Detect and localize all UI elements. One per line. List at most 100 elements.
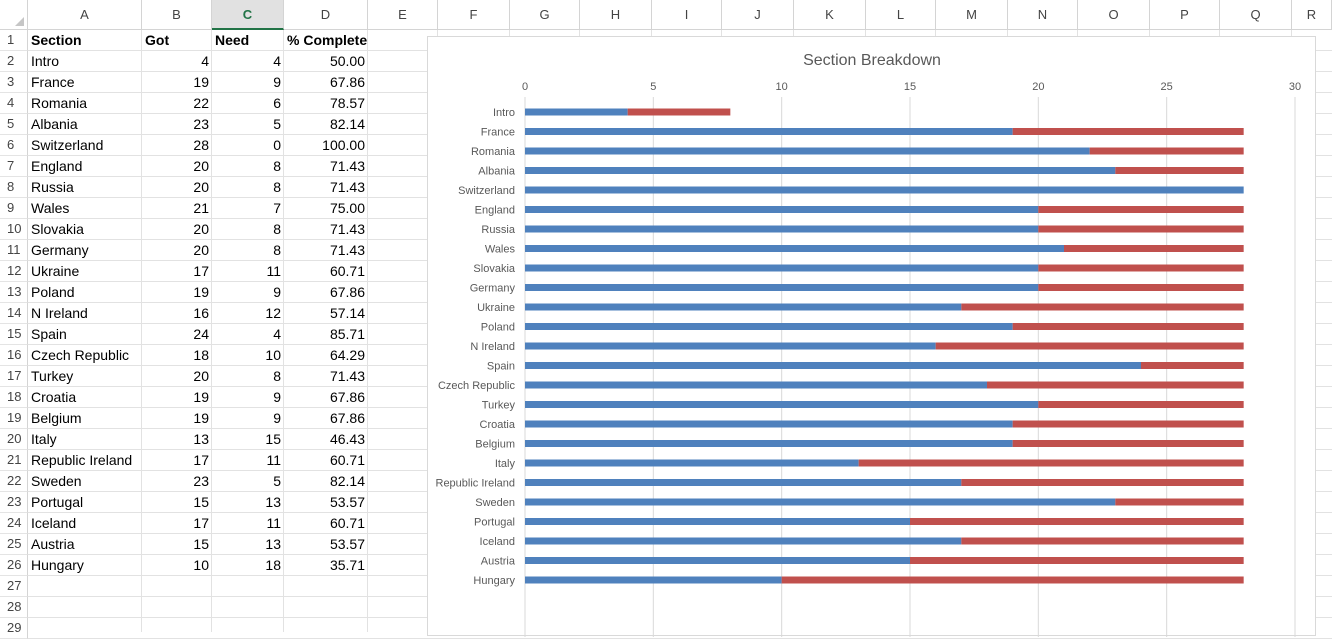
- bar-need[interactable]: [1012, 128, 1244, 135]
- cell-need[interactable]: 13: [265, 536, 281, 552]
- column-header-f[interactable]: F: [438, 0, 510, 30]
- bar-need[interactable]: [910, 518, 1244, 525]
- bar-need[interactable]: [961, 303, 1244, 311]
- bar-need[interactable]: [910, 557, 1244, 564]
- bar-need[interactable]: [1038, 264, 1244, 272]
- cell-section[interactable]: Italy: [31, 431, 57, 447]
- cell-got[interactable]: 28: [193, 137, 209, 153]
- cell-got[interactable]: 18: [193, 347, 209, 363]
- cell-need[interactable]: 11: [266, 263, 281, 279]
- bar-got[interactable]: [525, 440, 1013, 447]
- cell-section[interactable]: Switzerland: [31, 137, 104, 153]
- cell-complete[interactable]: 82.14: [329, 473, 365, 489]
- column-header-c[interactable]: C: [212, 0, 284, 30]
- cell-complete[interactable]: 78.57: [329, 95, 365, 111]
- cell-complete[interactable]: 60.71: [329, 515, 365, 531]
- cell-got[interactable]: 15: [193, 536, 209, 552]
- row-header-19[interactable]: 19: [0, 408, 28, 429]
- bar-got[interactable]: [525, 245, 1064, 252]
- cell-section[interactable]: Republic Ireland: [31, 452, 133, 468]
- cell-got[interactable]: 19: [193, 389, 209, 405]
- column-header-e[interactable]: E: [368, 0, 438, 30]
- column-header-h[interactable]: H: [580, 0, 652, 30]
- column-header-o[interactable]: O: [1078, 0, 1150, 30]
- column-header-l[interactable]: L: [866, 0, 936, 30]
- cell-section[interactable]: Intro: [31, 53, 60, 69]
- cell-got[interactable]: 21: [193, 200, 209, 216]
- column-header-n[interactable]: N: [1008, 0, 1078, 30]
- row-header-15[interactable]: 15: [0, 324, 28, 345]
- bar-need[interactable]: [858, 459, 1244, 467]
- cell-need[interactable]: 9: [273, 284, 281, 300]
- cell-got[interactable]: 20: [193, 368, 209, 384]
- bar-got[interactable]: [525, 557, 910, 564]
- cell-need[interactable]: 8: [273, 179, 281, 195]
- cell-need[interactable]: 8: [273, 158, 281, 174]
- cell-got[interactable]: 10: [193, 557, 209, 573]
- cell-got[interactable]: 24: [193, 326, 209, 342]
- header-need[interactable]: Need: [215, 32, 250, 48]
- bar-got[interactable]: [525, 303, 962, 311]
- cell-need[interactable]: 0: [273, 137, 281, 153]
- cell-need[interactable]: 11: [266, 452, 281, 468]
- column-header-i[interactable]: I: [652, 0, 722, 30]
- bar-need[interactable]: [1038, 206, 1244, 213]
- cell-complete[interactable]: 71.43: [329, 242, 365, 258]
- bar-got[interactable]: [525, 518, 910, 525]
- cell-need[interactable]: 5: [273, 473, 281, 489]
- column-header-m[interactable]: M: [936, 0, 1008, 30]
- cell-section[interactable]: Ukraine: [31, 263, 80, 279]
- bar-got[interactable]: [525, 420, 1013, 428]
- column-header-b[interactable]: B: [142, 0, 212, 30]
- bar-need[interactable]: [1012, 420, 1244, 428]
- cell-section[interactable]: Albania: [31, 116, 78, 132]
- cell-got[interactable]: 4: [201, 53, 209, 69]
- cell-section[interactable]: Slovakia: [31, 221, 84, 237]
- cell-section[interactable]: Austria: [31, 536, 75, 552]
- bar-got[interactable]: [525, 498, 1116, 506]
- column-header-d[interactable]: D: [284, 0, 368, 30]
- cell-complete[interactable]: 50.00: [329, 53, 365, 69]
- cell-section[interactable]: England: [31, 158, 83, 174]
- row-header-24[interactable]: 24: [0, 513, 28, 534]
- bar-need[interactable]: [781, 576, 1244, 584]
- row-header-4[interactable]: 4: [0, 93, 28, 114]
- cell-section[interactable]: France: [31, 74, 75, 90]
- bar-got[interactable]: [525, 108, 628, 116]
- row-header-10[interactable]: 10: [0, 219, 28, 240]
- cell-complete[interactable]: 60.71: [329, 452, 365, 468]
- cell-section[interactable]: Portugal: [31, 494, 84, 510]
- bar-need[interactable]: [935, 342, 1244, 350]
- row-header-1[interactable]: 1: [0, 30, 28, 51]
- bar-got[interactable]: [525, 186, 1244, 194]
- cell-complete[interactable]: 71.43: [329, 368, 365, 384]
- bar-got[interactable]: [525, 147, 1090, 155]
- cell-complete[interactable]: 53.57: [329, 494, 365, 510]
- cell-section[interactable]: Russia: [31, 179, 74, 195]
- cell-got[interactable]: 19: [193, 74, 209, 90]
- bar-got[interactable]: [525, 537, 962, 545]
- bar-need[interactable]: [961, 537, 1244, 545]
- bar-got[interactable]: [525, 264, 1039, 272]
- cell-got[interactable]: 19: [193, 410, 209, 426]
- row-header-22[interactable]: 22: [0, 471, 28, 492]
- row-header-14[interactable]: 14: [0, 303, 28, 324]
- row-header-23[interactable]: 23: [0, 492, 28, 513]
- row-header-6[interactable]: 6: [0, 135, 28, 156]
- bar-need[interactable]: [987, 381, 1244, 389]
- row-header-5[interactable]: 5: [0, 114, 28, 135]
- row-header-28[interactable]: 28: [0, 597, 28, 618]
- bar-got[interactable]: [525, 576, 782, 584]
- cell-got[interactable]: 17: [193, 263, 209, 279]
- cell-need[interactable]: 8: [273, 368, 281, 384]
- cell-complete[interactable]: 60.71: [329, 263, 365, 279]
- bar-need[interactable]: [1012, 323, 1244, 330]
- cell-need[interactable]: 9: [273, 410, 281, 426]
- bar-got[interactable]: [525, 167, 1116, 174]
- column-header-g[interactable]: G: [510, 0, 580, 30]
- cell-complete[interactable]: 67.86: [329, 410, 365, 426]
- cell-need[interactable]: 6: [273, 95, 281, 111]
- cell-got[interactable]: 15: [193, 494, 209, 510]
- cell-got[interactable]: 19: [193, 284, 209, 300]
- cell-complete[interactable]: 67.86: [329, 74, 365, 90]
